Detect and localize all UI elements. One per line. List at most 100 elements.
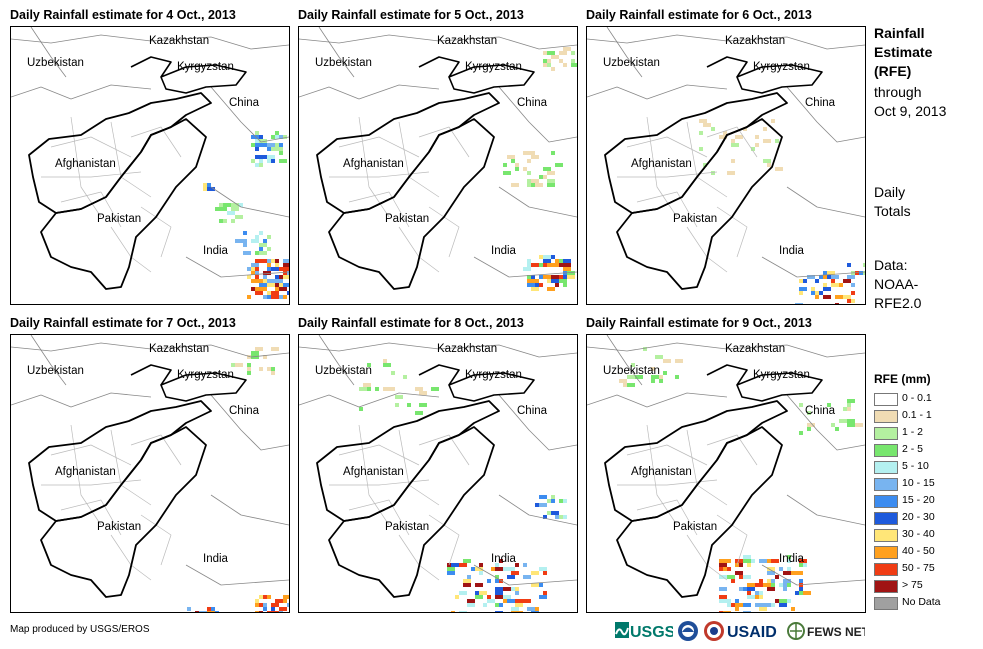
- sidebar-through: through: [874, 84, 922, 100]
- country-label-kyrgyzstan: Kyrgyzstan: [465, 369, 522, 381]
- usgs-logo: USGS: [615, 618, 676, 644]
- sidebar-data-label: Data:: [874, 257, 908, 273]
- rainfall-map: Kazakhstan Uzbekistan Kyrgyzstan China Afgha…: [586, 26, 866, 305]
- legend-label: 10 - 15: [902, 477, 935, 489]
- legend-swatch: [874, 427, 898, 440]
- panel-title: Daily Rainfall estimate for 8 Oct., 2013: [298, 316, 524, 330]
- legend-swatch: [874, 393, 898, 406]
- legend-title: RFE (mm): [874, 372, 931, 386]
- legend-label: 40 - 50: [902, 545, 935, 557]
- sidebar-daily: Daily: [874, 184, 906, 200]
- country-label-afghanistan: Afghanistan: [55, 158, 116, 170]
- legend-swatch: [874, 444, 898, 457]
- legend-label: 1 - 2: [902, 426, 924, 438]
- legend-label: 20 - 30: [902, 511, 935, 523]
- svg-text:USGS: USGS: [630, 624, 673, 641]
- legend-label: 2 - 5: [902, 443, 924, 455]
- legend-swatch: [874, 563, 898, 576]
- country-label-india: India: [203, 245, 228, 257]
- legend-swatch: [874, 546, 898, 559]
- legend-swatch: [874, 597, 898, 610]
- sidebar-data-source2: RFE2.0: [874, 295, 922, 311]
- country-label-uzbekistan: Uzbekistan: [603, 365, 660, 377]
- country-label-china: China: [229, 97, 260, 109]
- legend-label: 5 - 10: [902, 460, 929, 472]
- legend-swatch: [874, 410, 898, 423]
- sidebar-data-source1: NOAA-: [874, 276, 919, 292]
- country-label-kyrgyzstan: Kyrgyzstan: [177, 369, 234, 381]
- sidebar-title-rainfall: Rainfall: [874, 25, 925, 41]
- sidebar-totals: Totals: [874, 203, 911, 219]
- country-label-china: China: [229, 405, 260, 417]
- country-label-kazakhstan: Kazakhstan: [725, 343, 786, 355]
- country-label-uzbekistan: Uzbekistan: [315, 57, 372, 69]
- legend-label: 50 - 75: [902, 562, 935, 574]
- map-canvas: [299, 27, 577, 291]
- country-label-china: China: [805, 97, 836, 109]
- legend-swatch: [874, 461, 898, 474]
- country-label-uzbekistan: Uzbekistan: [315, 365, 372, 377]
- country-label-china: China: [517, 405, 548, 417]
- country-label-kyrgyzstan: Kyrgyzstan: [753, 369, 810, 381]
- noaa-seal-icon: [677, 618, 699, 644]
- country-label-pakistan: Pakistan: [673, 521, 718, 533]
- map-canvas: [299, 335, 577, 612]
- legend-swatch: [874, 512, 898, 525]
- panel-title: Daily Rainfall estimate for 6 Oct., 2013: [586, 8, 812, 22]
- country-label-kazakhstan: Kazakhstan: [437, 35, 498, 47]
- country-label-india: India: [779, 553, 804, 565]
- country-label-kyrgyzstan: Kyrgyzstan: [753, 61, 810, 73]
- country-label-kazakhstan: Kazakhstan: [149, 35, 210, 47]
- rainfall-map: Kazakhstan Uzbekistan Kyrgyzstan China Afgha…: [10, 26, 290, 305]
- panel-title: Daily Rainfall estimate for 7 Oct., 2013: [10, 316, 236, 330]
- legend-label: 0.1 - 1: [902, 409, 932, 421]
- sidebar-title-estimate: Estimate: [874, 44, 933, 60]
- svg-text:FEWS NET: FEWS NET: [807, 625, 865, 639]
- map-canvas: [587, 27, 865, 304]
- country-label-afghanistan: Afghanistan: [343, 158, 404, 170]
- country-label-china: China: [805, 405, 836, 417]
- country-label-pakistan: Pakistan: [673, 213, 718, 225]
- panel-title: Daily Rainfall estimate for 9 Oct., 2013: [586, 316, 812, 330]
- sidebar-date: Oct 9, 2013: [874, 103, 947, 119]
- country-label-afghanistan: Afghanistan: [631, 158, 692, 170]
- legend-label: No Data: [902, 596, 941, 608]
- country-label-afghanistan: Afghanistan: [55, 466, 116, 478]
- country-label-india: India: [203, 553, 228, 565]
- country-label-pakistan: Pakistan: [97, 213, 142, 225]
- panel-title: Daily Rainfall estimate for 5 Oct., 2013: [298, 8, 524, 22]
- rainfall-map: Kazakhstan Uzbekistan Kyrgyzstan China Afgha…: [10, 334, 290, 613]
- rainfall-map: Kazakhstan Uzbekistan Kyrgyzstan China Afgha…: [586, 334, 866, 613]
- map-canvas: [11, 27, 289, 299]
- legend-swatch: [874, 580, 898, 593]
- legend-swatch: [874, 529, 898, 542]
- legend-label: 15 - 20: [902, 494, 935, 506]
- panel-title: Daily Rainfall estimate for 4 Oct., 2013: [10, 8, 236, 22]
- legend-label: 30 - 40: [902, 528, 935, 540]
- country-label-afghanistan: Afghanistan: [343, 466, 404, 478]
- country-label-kazakhstan: Kazakhstan: [149, 343, 210, 355]
- country-label-kazakhstan: Kazakhstan: [437, 343, 498, 355]
- map-canvas: [11, 335, 289, 612]
- map-canvas: [587, 335, 865, 612]
- country-label-pakistan: Pakistan: [97, 521, 142, 533]
- legend-label: > 75: [902, 579, 923, 591]
- svg-text:USAID: USAID: [727, 624, 777, 641]
- map-credit: Map produced by USGS/EROS: [10, 624, 150, 635]
- country-label-afghanistan: Afghanistan: [631, 466, 692, 478]
- country-label-india: India: [779, 245, 804, 257]
- legend-swatch: [874, 495, 898, 508]
- country-label-uzbekistan: Uzbekistan: [27, 57, 84, 69]
- country-label-kyrgyzstan: Kyrgyzstan: [465, 61, 522, 73]
- legend-label: 0 - 0.1: [902, 392, 932, 404]
- country-label-kazakhstan: Kazakhstan: [725, 35, 786, 47]
- country-label-pakistan: Pakistan: [385, 213, 430, 225]
- partner-logos: USGS USAID FEWS NET: [615, 618, 870, 644]
- dhs-seal-icon: [703, 618, 725, 644]
- country-label-uzbekistan: Uzbekistan: [27, 365, 84, 377]
- rainfall-map: Kazakhstan Uzbekistan Kyrgyzstan China Afgha…: [298, 26, 578, 305]
- country-label-uzbekistan: Uzbekistan: [603, 57, 660, 69]
- legend-swatch: [874, 478, 898, 491]
- sidebar-title-rfe: (RFE): [874, 63, 912, 79]
- country-label-india: India: [491, 553, 516, 565]
